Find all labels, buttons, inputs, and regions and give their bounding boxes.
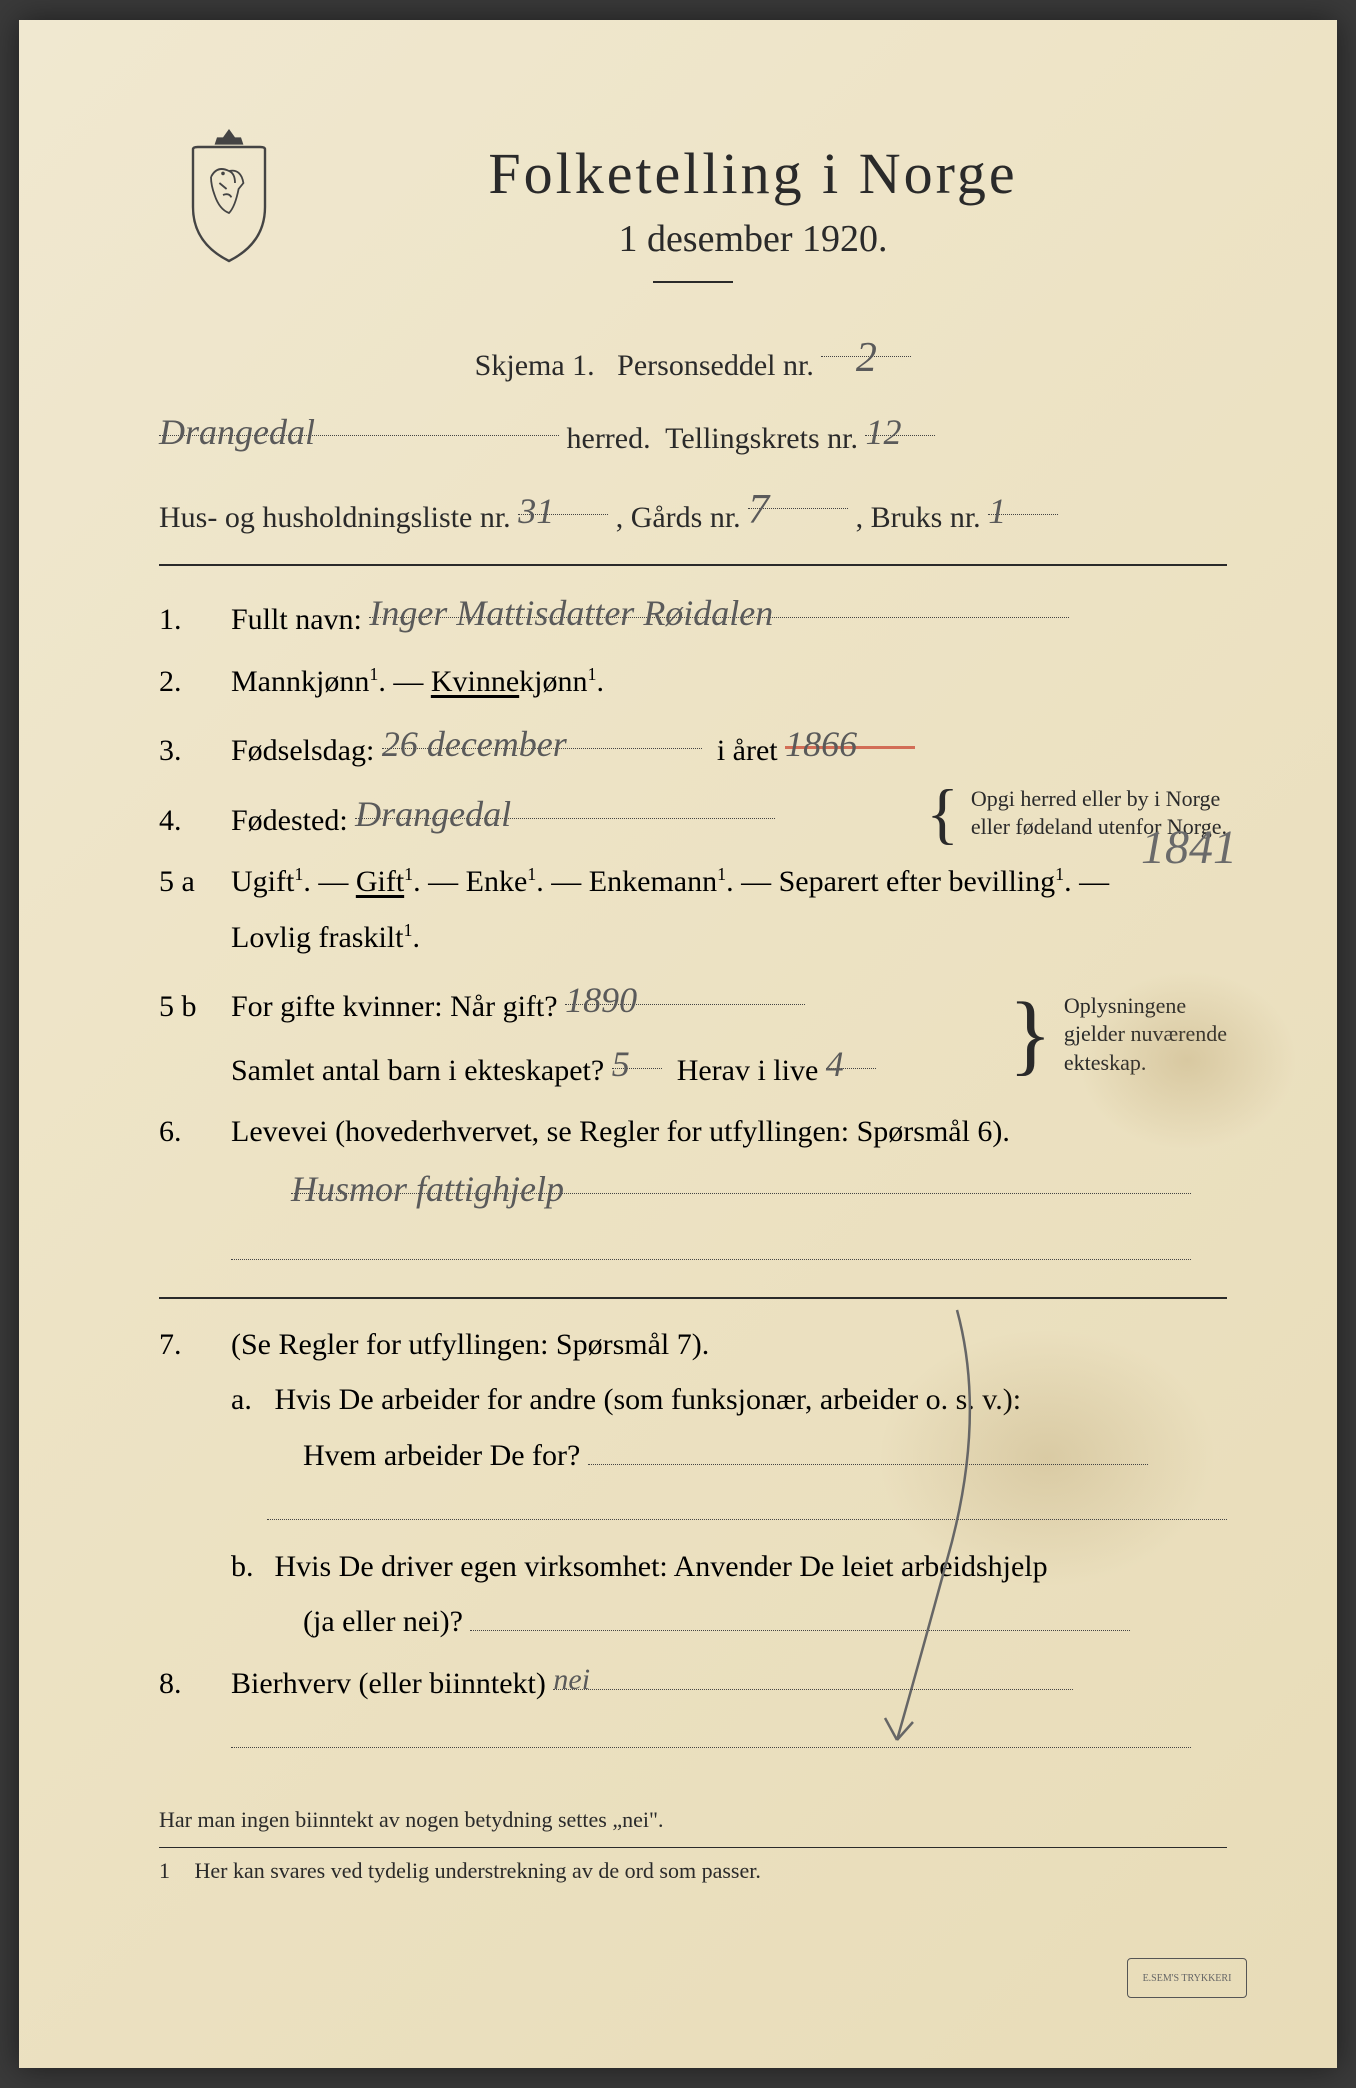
q1-label: Fullt navn:: [231, 603, 362, 636]
footer-note: Har man ingen biinntekt av nogen betydni…: [159, 1807, 1227, 1833]
herred-label: herred.: [567, 422, 651, 455]
footnote-text: Her kan svares ved tydelig understreknin…: [195, 1858, 761, 1883]
personseddel-label: Personseddel nr.: [617, 349, 814, 382]
q5b-label3: Herav i live: [677, 1054, 819, 1087]
footnote: 1 Her kan svares ved tydelig understrekn…: [159, 1847, 1227, 1884]
q5a-lovlig: Lovlig fraskilt: [231, 921, 403, 954]
q7a-letter: a.: [231, 1372, 267, 1428]
bruks-nr: 1: [988, 491, 1006, 531]
q5b-barn-live: 4: [826, 1044, 844, 1084]
question-4: 4. Fødested: Drangedal { Opgi herred ell…: [159, 785, 1227, 849]
herred-value: Drangedal: [159, 412, 315, 452]
q3-year-label: i året: [717, 734, 778, 767]
q5b-gift-year: 1890: [565, 980, 637, 1020]
q5b-note2: gjelder nuværende: [1064, 1020, 1227, 1049]
form-header: Folketelling i Norge 1 desember 1920.: [159, 140, 1227, 283]
brace-icon: {: [926, 793, 959, 834]
q6-num: 6.: [159, 1115, 207, 1149]
meta-line-1: Skjema 1. Personseddel nr. 2: [159, 323, 1227, 394]
margin-annotation: 1841: [1141, 820, 1237, 875]
q8-value: nei: [553, 1663, 590, 1696]
q5a-gift: Gift: [356, 865, 404, 898]
skjema-label: Skjema 1.: [475, 349, 595, 382]
q3-label: Fødselsdag:: [231, 734, 374, 767]
q5b-barn-total: 5: [612, 1044, 630, 1084]
q4-label: Fødested:: [231, 804, 348, 837]
question-7: 7. (Se Regler for utfyllingen: Spørsmål …: [159, 1317, 1227, 1650]
q7b-letter: b.: [231, 1539, 267, 1595]
q5a-enkemann: Enkemann: [589, 865, 717, 898]
q2-mann: Mannkjønn: [231, 665, 369, 698]
q7-label: (Se Regler for utfyllingen: Spørsmål 7).: [231, 1328, 709, 1361]
question-6: 6. Levevei (hovederhvervet, se Regler fo…: [159, 1104, 1227, 1279]
tellingskrets-nr: 12: [865, 412, 901, 452]
divider: [653, 281, 733, 283]
q7a-text1: Hvis De arbeider for andre (som funksjon…: [275, 1383, 1022, 1416]
q5b-label1: For gifte kvinner: Når gift?: [231, 990, 558, 1023]
q8-label: Bierhverv (eller biinntekt): [231, 1667, 546, 1700]
q5b-note3: ekteskap.: [1064, 1049, 1227, 1078]
q6-value: Husmor fattighjelp: [291, 1169, 564, 1209]
census-form-page: Folketelling i Norge 1 desember 1920. Sk…: [19, 20, 1337, 2068]
q5a-num: 5 a: [159, 865, 207, 899]
sup: 1: [369, 664, 378, 684]
q5b-num: 5 b: [159, 990, 207, 1024]
gards-label: , Gårds nr.: [616, 501, 741, 534]
q6-label: Levevei (hovederhvervet, se Regler for u…: [231, 1115, 1010, 1148]
q5b-note1: Oplysningene: [1064, 992, 1227, 1021]
q4-note1: Opgi herred eller by i Norge: [971, 785, 1227, 814]
meta-line-3: Hus- og husholdningsliste nr. 31 , Gårds…: [159, 475, 1227, 546]
question-2: 2. Mannkjønn1. — Kvinnekjønn1.: [159, 654, 1227, 710]
q1-num: 1.: [159, 603, 207, 637]
footnote-marker: 1: [159, 1858, 189, 1884]
q7-num: 7.: [159, 1328, 207, 1362]
printer-stamp: E.SEM'S TRYKKERI: [1127, 1958, 1247, 1998]
q5a-separert: Separert efter bevilling: [779, 865, 1056, 898]
question-8: 8. Bierhverv (eller biinntekt) nei: [159, 1656, 1227, 1767]
q3-year: 1866: [785, 724, 857, 764]
q4-value: Drangedal: [355, 794, 511, 834]
q5b-label2: Samlet antal barn i ekteskapet?: [231, 1054, 604, 1087]
form-title: Folketelling i Norge: [279, 140, 1227, 207]
question-3: 3. Fødselsdag: 26 december i året 1866: [159, 715, 1227, 779]
q2-kvinne: Kvinne: [431, 665, 519, 698]
meta-line-2: Drangedal herred. Tellingskrets nr. 12: [159, 402, 1227, 467]
question-1: 1. Fullt navn: Inger Mattisdatter Røidal…: [159, 584, 1227, 648]
q5a-enke: Enke: [466, 865, 528, 898]
q7a-text2: Hvem arbeider De for?: [303, 1439, 580, 1472]
divider: [159, 1297, 1227, 1299]
question-5a: 5 a Ugift1. — Gift1. — Enke1. — Enkemann…: [159, 854, 1227, 965]
tellingskrets-label: Tellingskrets nr.: [665, 422, 858, 455]
question-5b: 5 b For gifte kvinner: Når gift? 1890 Sa…: [159, 971, 1227, 1098]
personseddel-nr: 2: [856, 335, 877, 381]
hus-label: Hus- og husholdningsliste nr.: [159, 501, 511, 534]
q1-value: Inger Mattisdatter Røidalen: [369, 593, 773, 633]
q3-day: 26 december: [382, 724, 567, 764]
q2-num: 2.: [159, 665, 207, 699]
q8-num: 8.: [159, 1667, 207, 1701]
q5a-ugift: Ugift: [231, 865, 294, 898]
q4-num: 4.: [159, 804, 207, 838]
hus-nr: 31: [518, 491, 554, 531]
form-subtitle: 1 desember 1920.: [279, 217, 1227, 261]
q7b-text2: (ja eller nei)?: [303, 1605, 463, 1638]
gards-nr: 7: [748, 487, 769, 533]
coat-of-arms-icon: [169, 120, 289, 270]
divider: [159, 564, 1227, 566]
brace-icon: }: [1009, 1008, 1052, 1062]
q3-num: 3.: [159, 734, 207, 768]
q7b-text1: Hvis De driver egen virksomhet: Anvender…: [275, 1550, 1048, 1583]
bruks-label: , Bruks nr.: [856, 501, 981, 534]
